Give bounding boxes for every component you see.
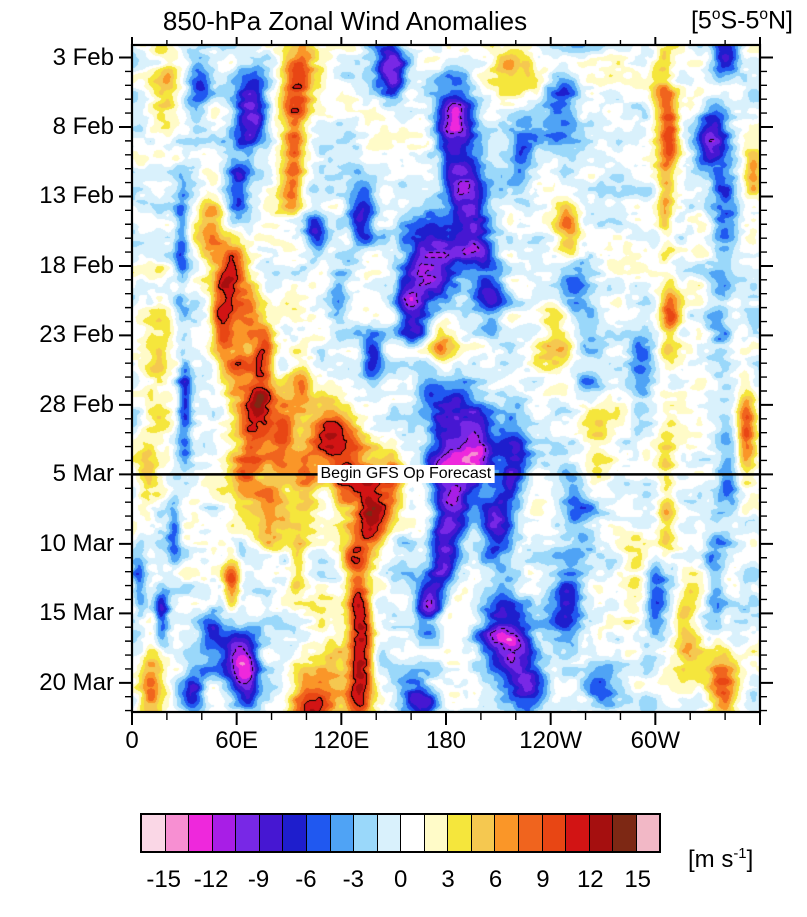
y-tick-label: 23 Feb [39, 321, 114, 349]
x-tick-label: 0 [125, 727, 139, 754]
colorbar-cell [376, 815, 401, 851]
x-tick-label: 60W [630, 727, 681, 754]
colorbar-tick-label: 12 [576, 866, 604, 893]
band-label-part: [5 [690, 6, 712, 35]
colorbar-cell [305, 815, 330, 851]
colorbar [140, 813, 662, 853]
colorbar-cell [518, 815, 542, 851]
colorbar-tick-label: -6 [295, 866, 317, 893]
y-tick-label: 15 Mar [39, 599, 114, 627]
colorbar-cell [164, 815, 189, 851]
colorbar-tick-label: -15 [146, 866, 182, 893]
colorbar-cell [353, 815, 377, 851]
forecast-annotation: Begin GFS Op Forecast [317, 465, 495, 484]
units-part: ] [746, 846, 754, 873]
latitude-band-label: [5oS-5oN] [691, 6, 793, 35]
y-tick-label: 13 Feb [39, 182, 114, 210]
x-tick-label: 60E [215, 727, 259, 754]
colorbar-tick-label: -9 [247, 866, 270, 893]
colorbar-tick-label: 6 [488, 866, 503, 893]
x-tick-label: 180 [425, 727, 467, 754]
colorbar-cell [612, 815, 636, 851]
colorbar-tick-label: 3 [441, 866, 455, 893]
y-tick-label: 8 Feb [52, 112, 114, 140]
colorbar-cell [494, 815, 518, 851]
colorbar-cell [235, 815, 259, 851]
y-tick-label: 5 Mar [52, 460, 114, 488]
colorbar-tick-label: 9 [536, 866, 550, 893]
colorbar-cell [142, 815, 165, 851]
x-tick-label: 120E [313, 727, 370, 754]
units-part: [m s [688, 846, 734, 873]
colorbar-cell [400, 815, 424, 851]
colorbar-tick-label: -12 [193, 866, 229, 893]
colorbar-cell [188, 815, 212, 851]
y-tick-label: 28 Feb [39, 390, 114, 418]
y-tick-label: 10 Mar [39, 529, 114, 557]
chart-title: 850-hPa Zonal Wind Anomalies [162, 6, 528, 36]
units-label: [m s-1] [688, 846, 753, 874]
y-tick-label: 18 Feb [39, 251, 114, 279]
colorbar-cell [635, 815, 660, 851]
band-label-degree: o [759, 6, 768, 23]
colorbar-cell [258, 815, 283, 851]
colorbar-cell [470, 815, 495, 851]
band-label-degree: o [711, 6, 721, 23]
colorbar-cell [211, 815, 236, 851]
colorbar-cell [423, 815, 448, 851]
colorbar-tick-label: 0 [394, 866, 408, 893]
colorbar-cell [447, 815, 471, 851]
y-tick-label: 3 Feb [52, 43, 114, 71]
x-tick-label: 120W [519, 727, 583, 754]
colorbar-tick-label: -3 [342, 866, 364, 893]
colorbar-cell [565, 815, 589, 851]
colorbar-cell [541, 815, 566, 851]
units-exponent: -1 [733, 846, 747, 862]
colorbar-cell [282, 815, 306, 851]
y-tick-label: 20 Mar [39, 668, 114, 696]
contour-field-canvas [132, 45, 760, 712]
band-label-part: N] [768, 6, 793, 35]
colorbar-tick-label: 15 [624, 866, 652, 893]
colorbar-cell [588, 815, 613, 851]
colorbar-cell [329, 815, 354, 851]
band-label-part: S-5 [720, 6, 760, 35]
